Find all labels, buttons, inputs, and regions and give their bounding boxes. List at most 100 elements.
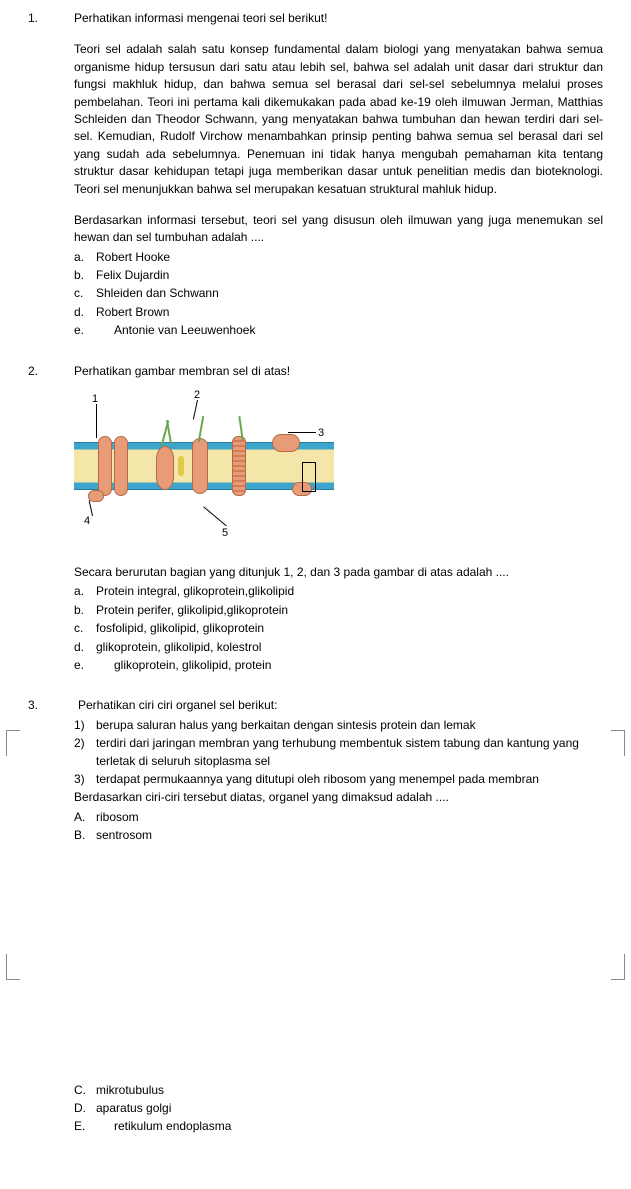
q2-opt-a: a.Protein integral, glikoprotein,glikoli… bbox=[74, 583, 603, 600]
opt-text: glikoprotein, glikolipid, kolestrol bbox=[96, 639, 261, 656]
q1-paragraph: Teori sel adalah salah satu konsep funda… bbox=[74, 41, 603, 198]
q1-title: Perhatikan informasi mengenai teori sel … bbox=[74, 10, 603, 27]
q3-opt-b: B.sentrosom bbox=[74, 827, 603, 844]
q1-opt-a: a.Robert Hooke bbox=[74, 249, 603, 266]
peripheral-protein bbox=[88, 490, 104, 502]
q3-options-top: A.ribosom B.sentrosom bbox=[74, 809, 603, 845]
q3-body-continued: C.mikrotubulus D.aparatus golgi E.retiku… bbox=[74, 1080, 603, 1137]
item-number: 1) bbox=[74, 717, 96, 734]
q1-lead: Berdasarkan informasi tersebut, teori se… bbox=[74, 212, 603, 247]
question-3: 3. Perhatikan ciri ciri organel sel beri… bbox=[28, 697, 603, 845]
crop-mark-icon bbox=[611, 954, 625, 980]
opt-letter: c. bbox=[74, 285, 96, 302]
opt-text: Protein integral, glikoprotein,glikolipi… bbox=[96, 583, 294, 600]
q3-opt-d: D.aparatus golgi bbox=[74, 1100, 603, 1117]
q3-opt-e: E.retikulum endoplasma bbox=[74, 1118, 603, 1135]
opt-letter: d. bbox=[74, 304, 96, 321]
opt-letter: c. bbox=[74, 620, 96, 637]
opt-letter: C. bbox=[74, 1082, 96, 1099]
integral-protein bbox=[192, 438, 208, 494]
leader-line bbox=[96, 404, 97, 438]
opt-letter: e. bbox=[74, 657, 114, 674]
diagram-label-4: 4 bbox=[84, 514, 90, 530]
opt-letter: B. bbox=[74, 827, 96, 844]
opt-text: Protein perifer, glikolipid,glikoprotein bbox=[96, 602, 288, 619]
q2-opt-e: e.glikoprotein, glikolipid, protein bbox=[74, 657, 603, 674]
opt-letter: b. bbox=[74, 267, 96, 284]
leader-line bbox=[203, 506, 227, 526]
opt-text: sentrosom bbox=[96, 827, 152, 844]
page-gap bbox=[28, 850, 603, 1080]
crop-mark-icon bbox=[611, 730, 625, 756]
q3-number: 3. bbox=[28, 697, 74, 845]
question-1: 1. Perhatikan informasi mengenai teori s… bbox=[28, 10, 603, 341]
opt-letter: d. bbox=[74, 639, 96, 656]
diagram-label-5: 5 bbox=[222, 526, 228, 542]
opt-text: Felix Dujardin bbox=[96, 267, 169, 284]
question-3-continued: C.mikrotubulus D.aparatus golgi E.retiku… bbox=[28, 1080, 603, 1137]
q3-opt-a: A.ribosom bbox=[74, 809, 603, 826]
opt-text: Robert Hooke bbox=[96, 249, 170, 266]
q2-opt-d: d.glikoprotein, glikolipid, kolestrol bbox=[74, 639, 603, 656]
q1-opt-d: d.Robert Brown bbox=[74, 304, 603, 321]
membrane-diagram: 1 2 3 4 5 bbox=[74, 386, 334, 556]
opt-letter: e. bbox=[74, 322, 114, 339]
question-2: 2. Perhatikan gambar membran sel di atas… bbox=[28, 363, 603, 676]
item-text: terdiri dari jaringan membran yang terhu… bbox=[96, 735, 603, 770]
item-number: 2) bbox=[74, 735, 96, 770]
callout-box-5 bbox=[302, 462, 316, 492]
leader-line bbox=[288, 432, 316, 433]
integral-protein bbox=[156, 446, 174, 490]
q2-title: Perhatikan gambar membran sel di atas! bbox=[74, 363, 603, 380]
glycolipid-blob bbox=[272, 434, 300, 452]
q1-body: Perhatikan informasi mengenai teori sel … bbox=[74, 10, 603, 341]
opt-text: Antonie van Leeuwenhoek bbox=[114, 322, 255, 339]
q2-number: 2. bbox=[28, 363, 74, 676]
q3-feature-list: 1)berupa saluran halus yang berkaitan de… bbox=[74, 717, 603, 789]
q2-options: a.Protein integral, glikoprotein,glikoli… bbox=[74, 583, 603, 674]
opt-text: mikrotubulus bbox=[96, 1082, 164, 1099]
opt-text: Shleiden dan Schwann bbox=[96, 285, 219, 302]
spacer bbox=[28, 1080, 74, 1137]
q3-body: Perhatikan ciri ciri organel sel berikut… bbox=[74, 697, 603, 845]
opt-letter: A. bbox=[74, 809, 96, 826]
opt-text: fosfolipid, glikolipid, glikoprotein bbox=[96, 620, 264, 637]
opt-letter: a. bbox=[74, 583, 96, 600]
opt-letter: E. bbox=[74, 1118, 114, 1135]
integral-protein bbox=[98, 436, 112, 496]
opt-text: aparatus golgi bbox=[96, 1100, 171, 1117]
opt-text: retikulum endoplasma bbox=[114, 1118, 231, 1135]
q2-opt-b: b.Protein perifer, glikolipid,glikoprote… bbox=[74, 602, 603, 619]
integral-protein bbox=[114, 436, 128, 496]
diagram-label-3: 3 bbox=[318, 426, 324, 442]
q3-opt-c: C.mikrotubulus bbox=[74, 1082, 603, 1099]
q1-options: a.Robert Hooke b.Felix Dujardin c.Shleid… bbox=[74, 249, 603, 340]
q3-lead: Berdasarkan ciri-ciri tersebut diatas, o… bbox=[74, 789, 603, 806]
q3-item-3: 3)terdapat permukaannya yang ditutupi ol… bbox=[74, 771, 603, 788]
q3-item-1: 1)berupa saluran halus yang berkaitan de… bbox=[74, 717, 603, 734]
opt-text: Robert Brown bbox=[96, 304, 169, 321]
q1-opt-b: b.Felix Dujardin bbox=[74, 267, 603, 284]
q3-title: Perhatikan ciri ciri organel sel berikut… bbox=[78, 697, 603, 714]
item-text: terdapat permukaannya yang ditutupi oleh… bbox=[96, 771, 539, 788]
q3-options-bottom: C.mikrotubulus D.aparatus golgi E.retiku… bbox=[74, 1082, 603, 1136]
q1-number: 1. bbox=[28, 10, 74, 341]
item-number: 3) bbox=[74, 771, 96, 788]
cholesterol bbox=[178, 456, 184, 476]
opt-text: glikoprotein, glikolipid, protein bbox=[114, 657, 271, 674]
carbohydrate-chain bbox=[166, 420, 172, 444]
crop-mark-icon bbox=[6, 954, 20, 980]
opt-letter: b. bbox=[74, 602, 96, 619]
q1-opt-e: e.Antonie van Leeuwenhoek bbox=[74, 322, 603, 339]
opt-letter: a. bbox=[74, 249, 96, 266]
opt-letter: D. bbox=[74, 1100, 96, 1117]
q1-opt-c: c.Shleiden dan Schwann bbox=[74, 285, 603, 302]
q2-opt-c: c.fosfolipid, glikolipid, glikoprotein bbox=[74, 620, 603, 637]
opt-text: ribosom bbox=[96, 809, 139, 826]
crop-mark-icon bbox=[6, 730, 20, 756]
q3-item-2: 2)terdiri dari jaringan membran yang ter… bbox=[74, 735, 603, 770]
q2-body: Perhatikan gambar membran sel di atas! 1… bbox=[74, 363, 603, 676]
channel-protein bbox=[232, 436, 246, 496]
item-text: berupa saluran halus yang berkaitan deng… bbox=[96, 717, 476, 734]
q2-lead: Secara berurutan bagian yang ditunjuk 1,… bbox=[74, 564, 603, 581]
